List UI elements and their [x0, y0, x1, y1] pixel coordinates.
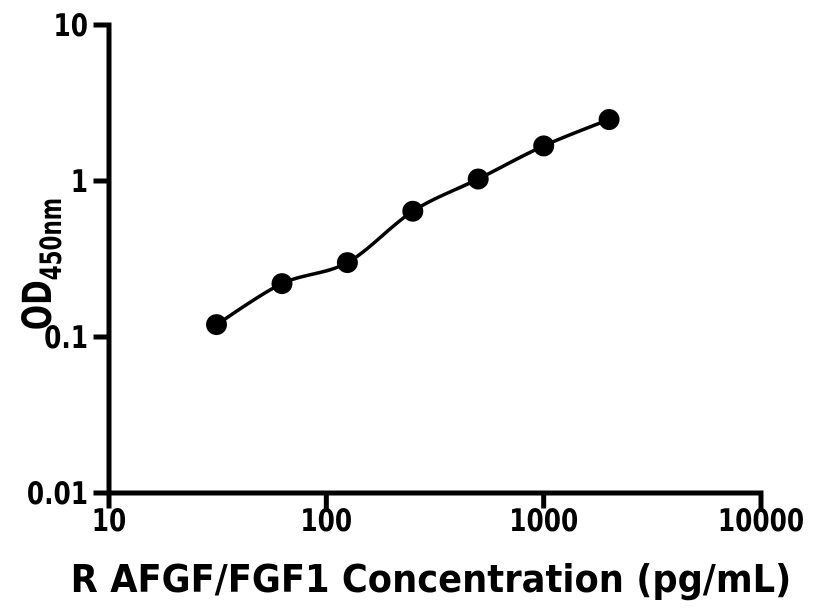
data-point-marker: [467, 168, 489, 190]
y-axis-title-subscript: 450nm: [35, 198, 69, 280]
y-axis-title: OD450nm: [15, 198, 69, 330]
series-layer: [206, 109, 620, 336]
x-axis-tick-label: 10: [92, 502, 127, 538]
x-axis-tick-label: 100: [300, 502, 352, 538]
axes-layer: [93, 22, 764, 509]
y-axis-tick-label: 10: [53, 7, 88, 43]
x-axis-tick-label: 10000: [718, 502, 804, 538]
data-point-marker: [598, 109, 620, 130]
data-point-marker: [402, 200, 424, 222]
labels-layer: 10 100 1000 10000 0.01 0.1 1 10 R AFGF/F…: [15, 7, 805, 601]
data-point-marker: [271, 273, 293, 295]
y-axis-tick-label: 0.1: [44, 319, 88, 355]
y-axis-title-main: OD: [15, 280, 62, 330]
x-axis-title: R AFGF/FGF1 Concentration (pg/mL): [71, 557, 792, 602]
y-axis-tick-label: 1: [71, 163, 88, 199]
data-point-marker: [206, 314, 227, 336]
data-point-marker: [533, 135, 555, 157]
x-axis-tick-label: 1000: [509, 502, 578, 538]
y-axis-tick-label: 0.01: [27, 475, 88, 511]
data-point-marker: [336, 252, 358, 274]
